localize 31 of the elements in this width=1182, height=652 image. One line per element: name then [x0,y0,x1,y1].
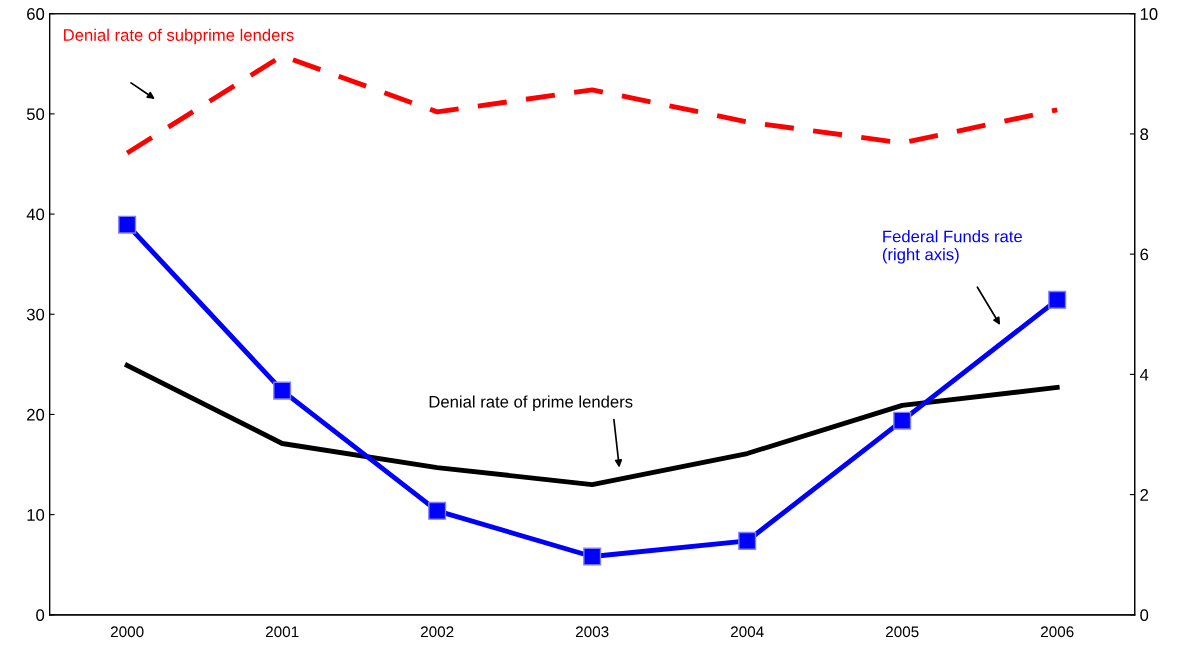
x-tick-label: 2005 [885,626,919,638]
line-series [124,362,1060,488]
point [118,215,137,234]
text: Denial rate of prime lenders [429,395,633,411]
y2-tick-label: 0 [1140,609,1149,622]
point [1048,290,1067,309]
y-tick-label: 50 [26,108,45,121]
y2-tick-label: 6 [1140,248,1149,261]
x-tick-label: 2001 [265,626,299,638]
point [428,501,447,520]
y-tick-label: 10 [27,509,45,521]
y-tick-label: 30 [26,308,45,321]
x-tick-label: 2002 [420,626,454,638]
y2-tick-label: 4 [1139,368,1149,381]
x-tick-label: 2003 [575,626,609,638]
series-label: Denial rate of subprime lenders [64,28,294,45]
x-tick-label: 2004 [730,626,764,638]
point [893,411,912,430]
y-tick-label: 40 [26,208,45,221]
text: Federal Funds rate (right axis) [882,230,1022,264]
x-tick-label: 2006 [1040,626,1074,638]
y-tick-label: 60 [27,8,45,20]
y2-tick-label: 2 [1140,489,1149,501]
point [583,547,602,566]
y2-tick-label: 10 [1140,8,1158,20]
point [738,531,757,550]
x-tick-label: 2000 [110,626,144,638]
y-tick-label: 0 [36,609,45,622]
y2-tick-label: 8 [1140,128,1149,141]
point [273,381,292,400]
y-tick-label: 20 [27,408,45,421]
